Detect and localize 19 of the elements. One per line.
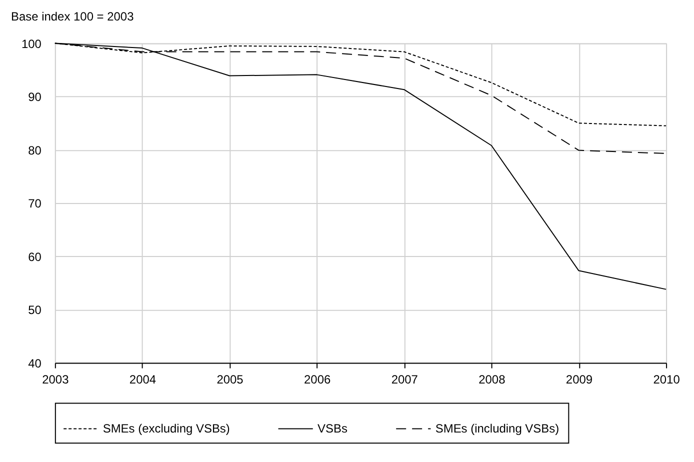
x-tick-label: 2008 bbox=[478, 372, 506, 386]
x-tick-label: 2006 bbox=[304, 372, 331, 386]
legend-label: SMEs (including VSBs) bbox=[435, 422, 560, 436]
legend-label: VSBs bbox=[318, 422, 348, 436]
x-tick-label: 2010 bbox=[653, 372, 680, 386]
y-tick-label: 90 bbox=[28, 90, 42, 104]
x-tick-label: 2007 bbox=[391, 372, 418, 386]
y-tick-label: 60 bbox=[28, 250, 42, 264]
x-tick-label: 2004 bbox=[129, 372, 156, 386]
y-tick-label: 80 bbox=[28, 143, 42, 158]
legend-label: SMEs (excluding VSBs) bbox=[102, 422, 230, 436]
chart-title: Base index 100 = 2003 bbox=[10, 9, 134, 24]
y-tick-label: 40 bbox=[28, 356, 42, 370]
x-tick-label: 2005 bbox=[216, 372, 244, 386]
y-tick-label: 50 bbox=[28, 303, 42, 318]
x-tick-label: 2009 bbox=[566, 372, 593, 386]
y-tick-label: 70 bbox=[28, 196, 42, 211]
x-tick-label: 2003 bbox=[42, 372, 70, 386]
y-tick-label: 100 bbox=[21, 36, 42, 51]
